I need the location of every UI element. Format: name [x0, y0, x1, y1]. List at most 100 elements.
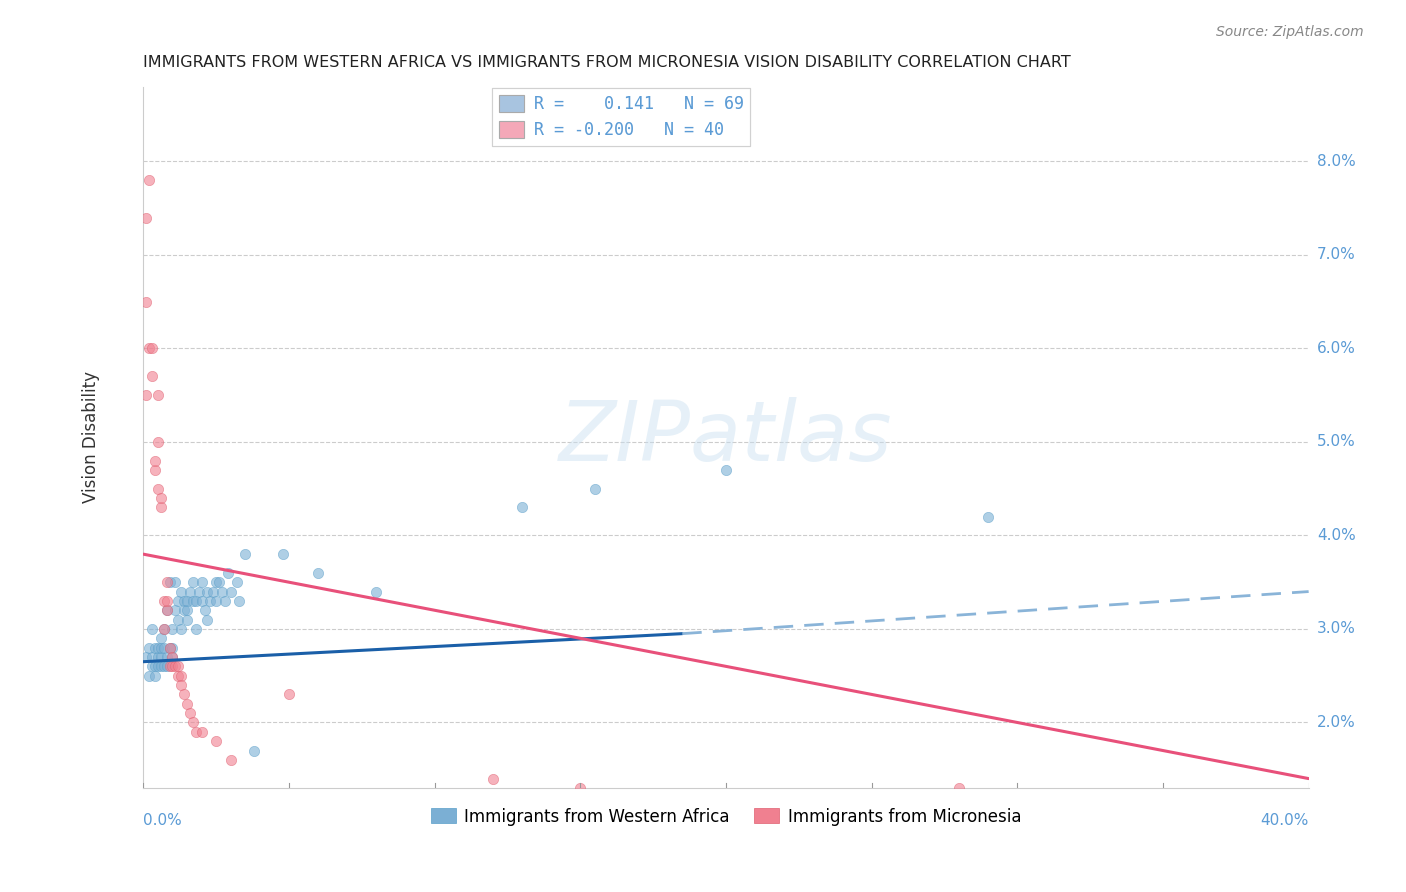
Point: [366, 584, 388, 599]
Point: [135, 211, 157, 225]
Point: [143, 640, 166, 655]
Point: [165, 575, 187, 590]
Point: [190, 594, 212, 608]
Point: [181, 715, 204, 730]
Legend: R =    0.141   N = 69, R = -0.200   N = 40: R = 0.141 N = 69, R = -0.200 N = 40: [492, 88, 751, 146]
Point: [176, 603, 198, 617]
Point: [162, 640, 184, 655]
Point: [162, 650, 184, 665]
Text: 40.0%: 40.0%: [1260, 813, 1309, 828]
Point: [143, 463, 166, 477]
Point: [149, 491, 172, 505]
Point: [181, 594, 204, 608]
Point: [146, 434, 169, 449]
Point: [205, 575, 228, 590]
Text: Source: ZipAtlas.com: Source: ZipAtlas.com: [1216, 25, 1364, 39]
Point: [193, 603, 215, 617]
Point: [138, 173, 160, 187]
Point: [176, 594, 198, 608]
Point: [149, 632, 172, 646]
Point: [181, 575, 204, 590]
Point: [569, 780, 592, 795]
Point: [205, 734, 228, 748]
Point: [187, 584, 209, 599]
Text: 2.0%: 2.0%: [1317, 715, 1355, 730]
Point: [156, 594, 179, 608]
Point: [138, 669, 160, 683]
Point: [167, 669, 190, 683]
Point: [170, 584, 193, 599]
Point: [176, 613, 198, 627]
Point: [146, 650, 169, 665]
Point: [170, 678, 193, 692]
Point: [143, 453, 166, 467]
Point: [190, 575, 212, 590]
Point: [167, 594, 190, 608]
Point: [152, 622, 174, 636]
Point: [141, 622, 163, 636]
Point: [138, 342, 160, 356]
Point: [156, 603, 179, 617]
Point: [156, 659, 179, 673]
Point: [211, 584, 233, 599]
Text: 5.0%: 5.0%: [1317, 434, 1355, 450]
Point: [197, 613, 219, 627]
Point: [149, 500, 172, 515]
Text: 0.0%: 0.0%: [143, 813, 183, 828]
Point: [165, 603, 187, 617]
Point: [219, 753, 242, 767]
Point: [149, 640, 172, 655]
Point: [141, 659, 163, 673]
Point: [977, 509, 1000, 524]
Point: [200, 594, 222, 608]
Point: [143, 669, 166, 683]
Text: 6.0%: 6.0%: [1317, 341, 1355, 356]
Point: [225, 575, 247, 590]
Text: ZIPatlas: ZIPatlas: [560, 397, 893, 478]
Point: [152, 659, 174, 673]
Point: [159, 659, 181, 673]
Point: [228, 594, 250, 608]
Point: [156, 650, 179, 665]
Point: [205, 594, 228, 608]
Point: [202, 584, 225, 599]
Point: [149, 659, 172, 673]
Point: [197, 584, 219, 599]
Point: [162, 622, 184, 636]
Point: [170, 669, 193, 683]
Point: [214, 594, 236, 608]
Point: [156, 603, 179, 617]
Point: [184, 622, 207, 636]
Point: [173, 688, 195, 702]
Point: [159, 640, 181, 655]
Point: [159, 575, 181, 590]
Point: [152, 640, 174, 655]
Point: [208, 575, 231, 590]
Text: 8.0%: 8.0%: [1317, 154, 1355, 169]
Point: [135, 388, 157, 402]
Text: Vision Disability: Vision Disability: [82, 371, 100, 503]
Point: [190, 724, 212, 739]
Point: [141, 650, 163, 665]
Point: [141, 369, 163, 384]
Point: [135, 294, 157, 309]
Point: [156, 575, 179, 590]
Point: [146, 482, 169, 496]
Point: [162, 650, 184, 665]
Point: [184, 724, 207, 739]
Point: [143, 659, 166, 673]
Point: [162, 659, 184, 673]
Point: [173, 594, 195, 608]
Point: [179, 706, 201, 720]
Point: [173, 603, 195, 617]
Point: [152, 622, 174, 636]
Text: IMMIGRANTS FROM WESTERN AFRICA VS IMMIGRANTS FROM MICRONESIA VISION DISABILITY C: IMMIGRANTS FROM WESTERN AFRICA VS IMMIGR…: [143, 55, 1071, 70]
Point: [243, 743, 266, 757]
Point: [219, 584, 242, 599]
Point: [510, 500, 533, 515]
Point: [233, 547, 256, 561]
Point: [482, 772, 505, 786]
Point: [159, 640, 181, 655]
Point: [146, 640, 169, 655]
Point: [278, 688, 301, 702]
